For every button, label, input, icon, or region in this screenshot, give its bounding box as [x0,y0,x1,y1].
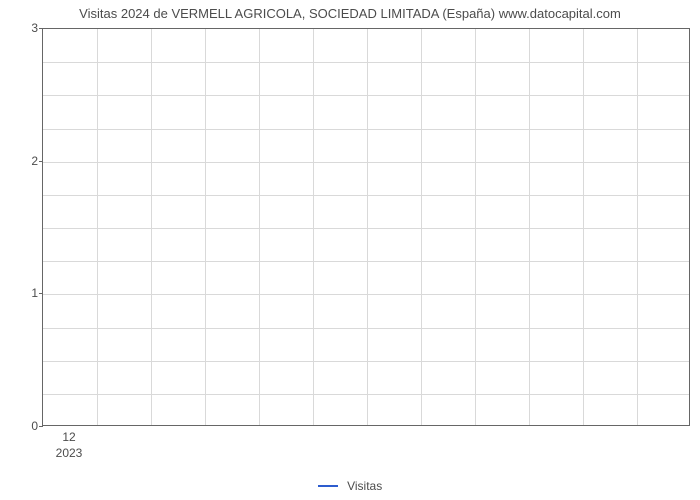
vgrid [421,29,422,425]
y-tick-label: 0 [14,419,38,433]
x-tick-label: 12 [49,430,89,444]
plot-area [42,28,690,426]
chart-title: Visitas 2024 de VERMELL AGRICOLA, SOCIED… [0,6,700,21]
hgrid-minor [43,394,689,395]
vgrid [313,29,314,425]
vgrid [529,29,530,425]
vgrid [259,29,260,425]
legend-label: Visitas [347,479,382,493]
hgrid-minor [43,261,689,262]
visits-line-chart: Visitas 2024 de VERMELL AGRICOLA, SOCIED… [0,0,700,500]
y-tick-label: 1 [14,286,38,300]
x-group-label: 2023 [39,446,99,460]
y-tick-label: 3 [14,21,38,35]
hgrid-minor [43,195,689,196]
hgrid-minor [43,328,689,329]
vgrid [583,29,584,425]
hgrid-major [43,162,689,163]
chart-legend: Visitas [0,478,700,493]
legend-swatch-icon [318,485,338,487]
vgrid [475,29,476,425]
vgrid [205,29,206,425]
hgrid-minor [43,129,689,130]
vgrid [637,29,638,425]
hgrid-minor [43,62,689,63]
hgrid-major [43,294,689,295]
hgrid-minor [43,361,689,362]
hgrid-minor [43,95,689,96]
vgrid [151,29,152,425]
hgrid-minor [43,228,689,229]
y-tick-label: 2 [14,154,38,168]
vgrid [367,29,368,425]
vgrid [97,29,98,425]
